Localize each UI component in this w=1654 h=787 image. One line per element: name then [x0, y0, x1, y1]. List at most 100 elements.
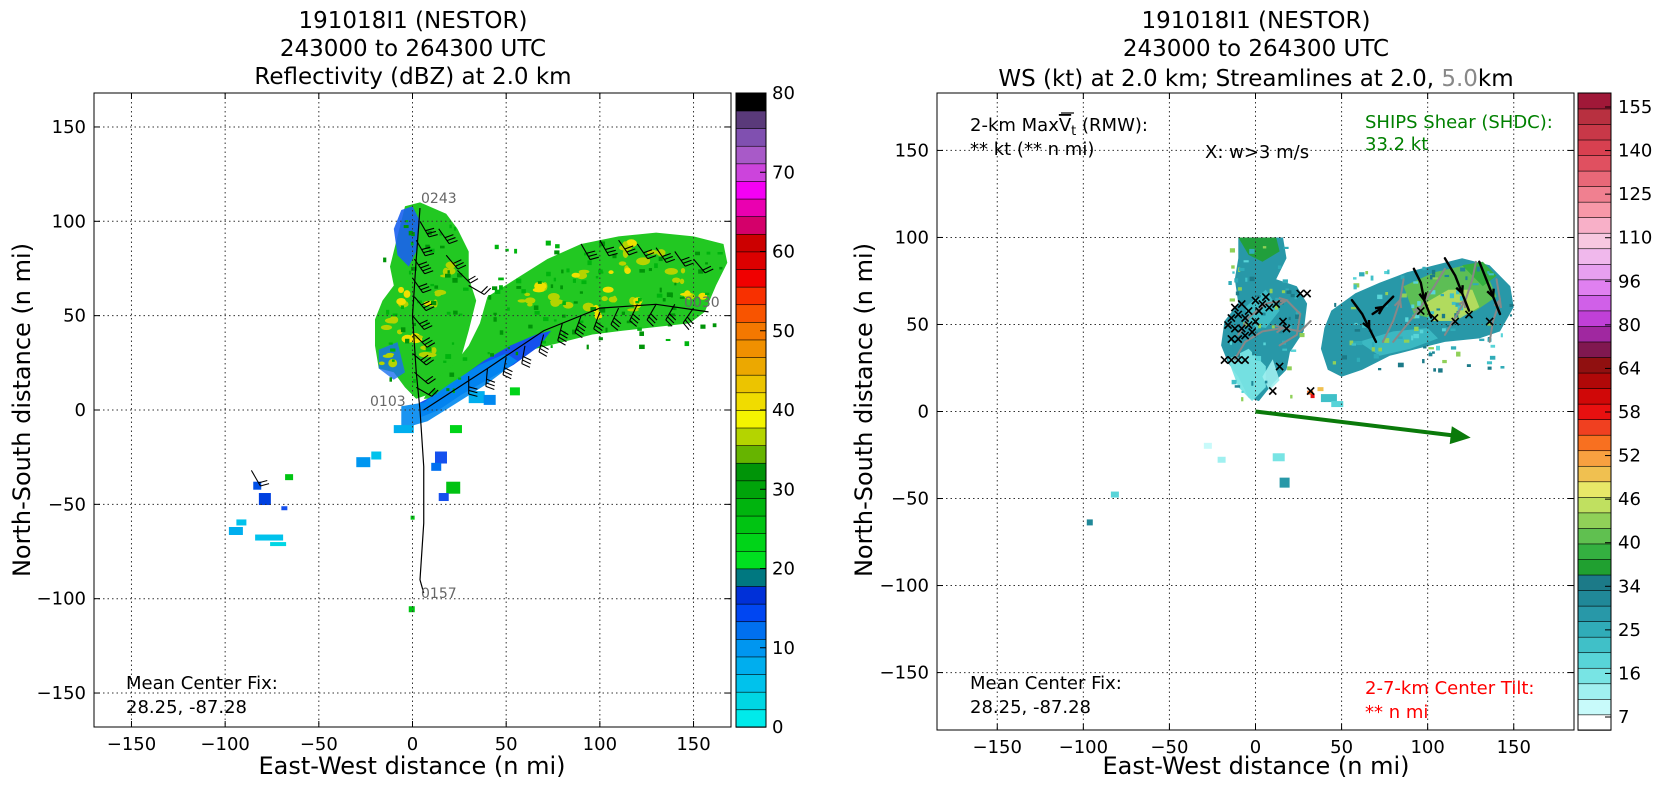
- wind-cell: [1288, 316, 1291, 321]
- wind-cell: [1235, 291, 1240, 296]
- echo-cell: [389, 377, 393, 382]
- wind-cell: [1449, 293, 1455, 299]
- echo-cell: [390, 348, 396, 352]
- echo-cell: [425, 346, 432, 352]
- wind-cell: [1500, 333, 1503, 338]
- echo-cell: [443, 360, 447, 363]
- echo-cell: [717, 251, 723, 255]
- echo-cell: [666, 292, 673, 298]
- wind-barb: [502, 357, 513, 380]
- wind-cell: [1472, 283, 1479, 286]
- wind-cell: [1287, 366, 1292, 371]
- streamline-arrow: [1374, 305, 1386, 315]
- echo-cell: [695, 251, 701, 256]
- wind-cell: [1415, 314, 1420, 319]
- streamline: [1381, 278, 1405, 343]
- left-colorbar-tick-label: 0: [772, 717, 783, 738]
- right-colorbar-bin: [1577, 341, 1612, 358]
- echo-cell: [698, 292, 708, 300]
- wind-cell: [1429, 311, 1435, 315]
- echo-cell: [380, 324, 393, 331]
- right-colorbar-bin: [1577, 652, 1612, 669]
- right-colorbar-tick-label: 58: [1618, 402, 1641, 423]
- wind-cell: [1413, 281, 1419, 284]
- echo-cell: [573, 301, 578, 304]
- echo-cell: [463, 287, 469, 291]
- wind-cell: [1249, 276, 1255, 282]
- left-y-axis-label: North-South distance (n mi): [8, 243, 36, 577]
- wind-cell: [1429, 274, 1436, 280]
- updraft-x: ×: [1226, 311, 1238, 327]
- echo-cell: [654, 263, 658, 269]
- wind-cell: [1350, 306, 1357, 310]
- left-colorbar-bin: [735, 497, 767, 517]
- updraft-markers: ××××× ×××××××××××××××××××× ××××××× × × × ××: [1219, 286, 1496, 399]
- echo-fragment: [449, 425, 462, 434]
- right-colorbar-tick-label: 40: [1618, 533, 1641, 554]
- wind-region: [1228, 348, 1266, 402]
- echo-cell: [579, 291, 583, 294]
- wind-cell: [1487, 323, 1493, 326]
- updraft-x: ×: [1257, 297, 1269, 313]
- echo-cell: [635, 300, 640, 304]
- right-colorbar-bin: [1577, 605, 1612, 622]
- updraft-x: ×: [1246, 324, 1258, 340]
- echo-cell: [413, 379, 416, 383]
- echo-fragment: [410, 515, 415, 520]
- wind-cell: [1371, 342, 1375, 347]
- echo-cell: [425, 321, 429, 325]
- wind-barb: [538, 334, 549, 357]
- echo-cell: [432, 389, 437, 395]
- right-ytick-label: 100: [895, 227, 929, 248]
- echo-cell: [528, 324, 533, 329]
- left-ytick-label: 50: [63, 306, 86, 327]
- echo-cell: [517, 299, 527, 303]
- echo-cell: [516, 285, 522, 289]
- echo-cell: [578, 269, 590, 274]
- left-xtick-label: 50: [495, 734, 518, 755]
- streamline-arrow: [1418, 292, 1428, 303]
- left-colorbar-bin: [735, 585, 767, 605]
- right-ytick-label: −150: [880, 663, 929, 684]
- wind-cell: [1486, 361, 1493, 365]
- wind-barb: [655, 247, 676, 263]
- right-colorbar-bin: [1577, 294, 1612, 312]
- echo-cell: [595, 275, 599, 279]
- echo-cell: [488, 295, 492, 300]
- wind-speed-panel: 191018I1 (NESTOR) 243000 to 264300 UTC W…: [850, 8, 1652, 780]
- echo-cell: [705, 262, 708, 265]
- echo-fragment: [468, 391, 485, 404]
- left-colorbar-bin: [735, 568, 767, 587]
- wind-barb: [415, 386, 439, 397]
- echo-cell: [553, 277, 557, 282]
- wind-cell: [1341, 355, 1348, 360]
- wind-cell: [1282, 279, 1288, 283]
- wind-cell: [1500, 366, 1505, 369]
- wind-cell: [1487, 271, 1490, 274]
- echo-cell: [639, 344, 645, 350]
- right-colorbar-tick-label: 52: [1618, 446, 1641, 467]
- echo-cell: [612, 295, 617, 303]
- wind-cell: [1479, 338, 1485, 342]
- wind-barb: [674, 251, 694, 267]
- echo-cell: [639, 331, 645, 336]
- reflectivity-colorbar: 0 10 20 30 40 50 60 70 80: [735, 83, 795, 738]
- wind-cell: [1269, 288, 1273, 294]
- echo-cell: [514, 248, 518, 254]
- streamline: [1478, 260, 1502, 316]
- wind-cell: [1414, 326, 1419, 332]
- wind-cell: [1384, 271, 1390, 275]
- right-colorbar-tick-label: 125: [1618, 184, 1652, 205]
- wind-cell: [1429, 290, 1436, 295]
- updraft-x: ×: [1226, 331, 1238, 347]
- updraft-x: ×: [1253, 304, 1265, 320]
- right-colorbar-bin: [1577, 387, 1612, 405]
- rmw-value: ** kt (** n mi): [970, 139, 1094, 160]
- right-colorbar-bin: [1577, 589, 1612, 607]
- wind-cell: [1238, 267, 1245, 271]
- echo-fragment: [236, 519, 247, 526]
- wind-cell: [1405, 317, 1409, 322]
- updraft-x: ×: [1305, 384, 1317, 400]
- track-label-0157: 0157: [421, 586, 457, 602]
- wind-cell: [1239, 316, 1244, 319]
